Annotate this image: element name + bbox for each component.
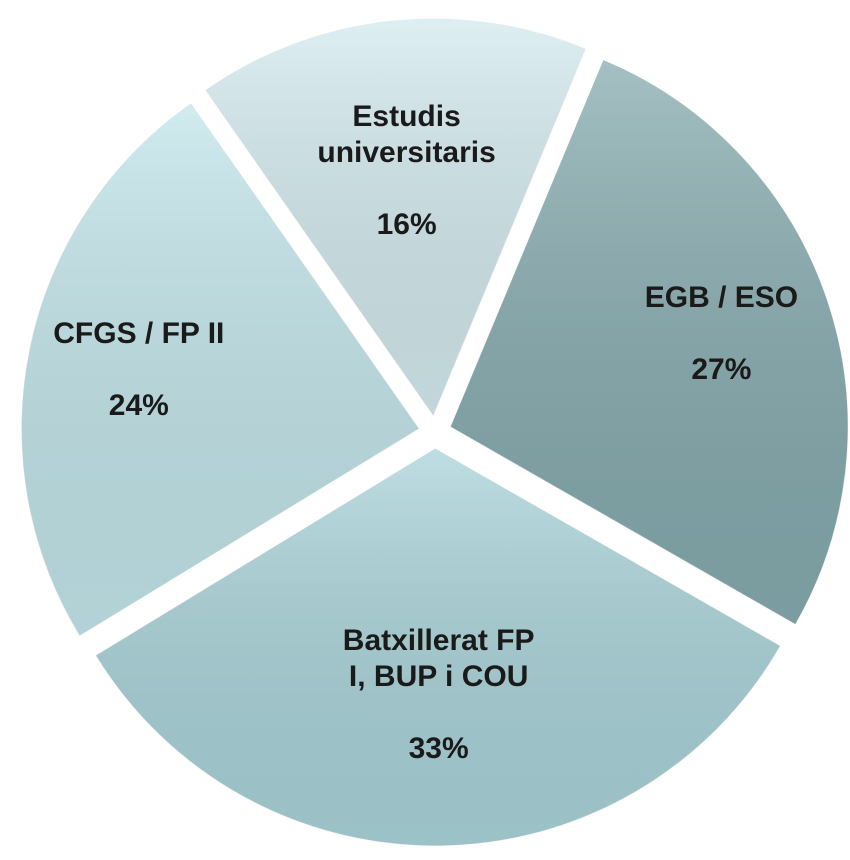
slice-shade (21, 102, 420, 637)
slice-label: CFGS / FP II 24% (9, 316, 269, 424)
slice-label: Estudis universitaris 16% (282, 99, 532, 243)
value-label: 27% (691, 353, 752, 387)
category-label: CFGS / FP II (53, 317, 225, 351)
value-label: 33% (408, 731, 469, 765)
value-label: 24% (108, 389, 169, 423)
slice-label: EGB / ESO 27% (601, 280, 841, 388)
slice-shade (204, 18, 587, 417)
slice-label: Batxillerat FP I, BUP i COU 33% (341, 623, 536, 767)
slice-shade (450, 59, 849, 625)
category-label: Batxillerat FP I, BUP i COU (342, 623, 535, 693)
category-label: Estudis universitaris (317, 99, 496, 169)
slice-shade (95, 447, 781, 846)
category-label: EGB / ESO (644, 281, 799, 315)
value-label: 16% (376, 207, 437, 241)
